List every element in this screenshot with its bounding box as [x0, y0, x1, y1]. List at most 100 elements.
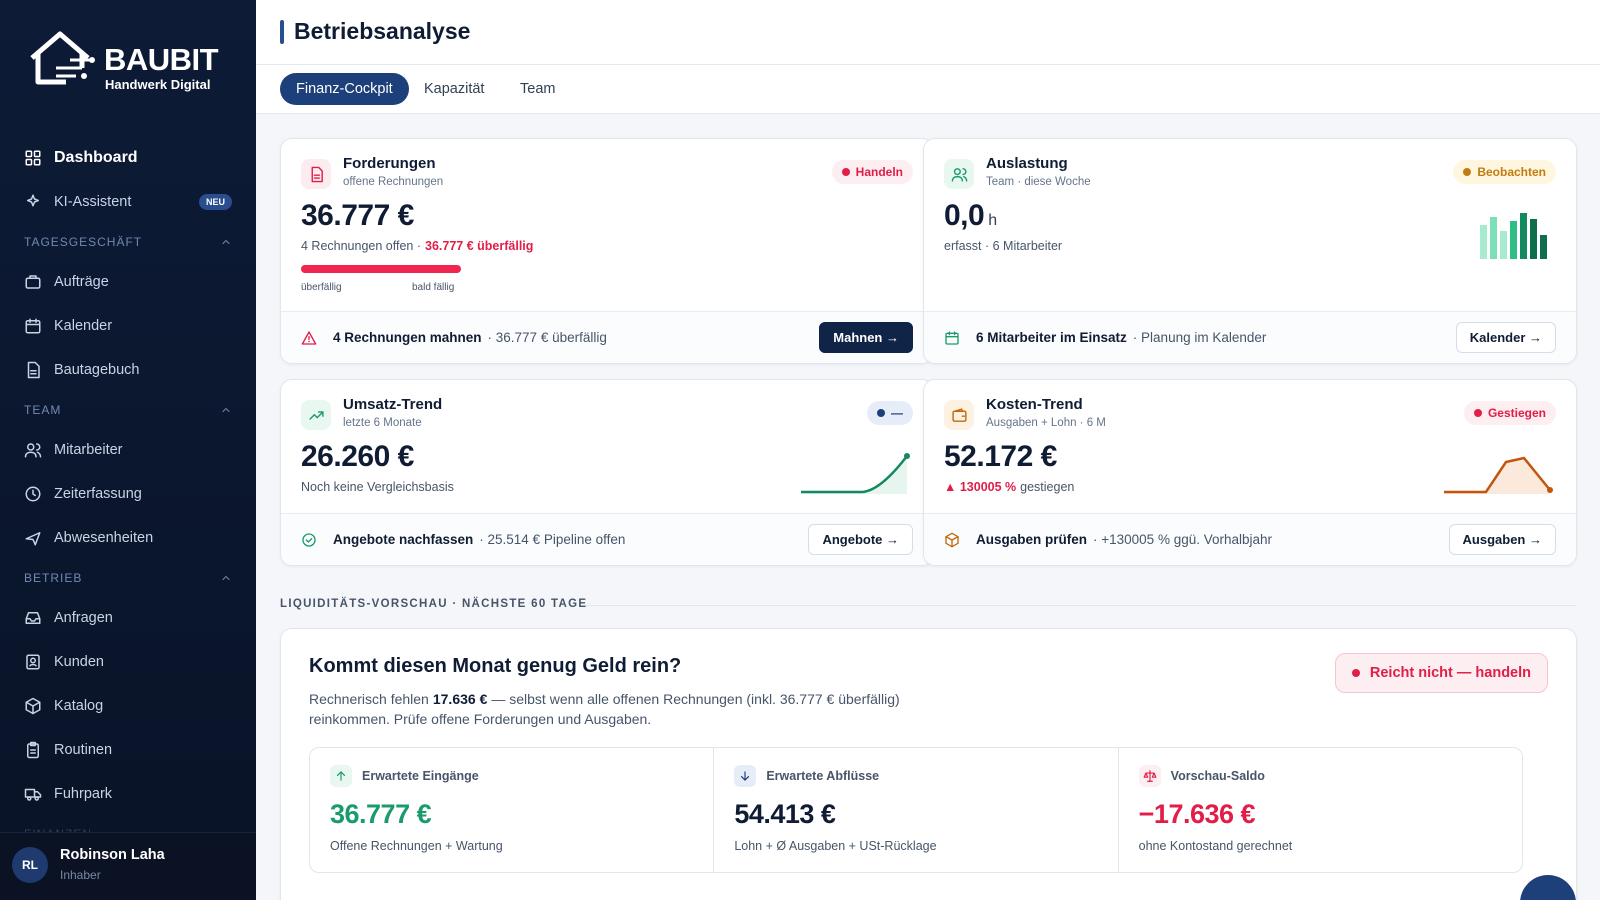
liquidity-text: Rechnerisch fehlen 17.636 € — selbst wenn … — [309, 689, 924, 729]
icon-part — [89, 57, 95, 63]
icon-part — [25, 612, 41, 624]
progress-bar — [301, 265, 461, 273]
nav-label: Routinen — [54, 742, 113, 758]
nav-icon — [24, 361, 42, 379]
icon-part — [801, 455, 908, 494]
card-value: 0,0 h — [944, 199, 997, 233]
metric-icon — [734, 765, 757, 787]
action-button[interactable]: Kalender → — [1455, 322, 1556, 353]
action: Ausgaben prüfen — [976, 532, 1088, 547]
nav-label: Mitarbeiter — [54, 442, 123, 458]
amount: 17.636 € — [432, 691, 488, 707]
nav-item[interactable]: Kalender — [0, 304, 256, 348]
page-heading: Betriebsanalyse — [294, 18, 471, 44]
icon-part — [29, 663, 37, 667]
navigation: Dashboard KI-Assistent NEU TAGESGESCHÄFT Auf… — [0, 136, 256, 852]
status-dot — [1351, 669, 1360, 677]
icon-part — [945, 330, 959, 345]
nav-item[interactable]: Anfragen — [0, 596, 256, 640]
tab[interactable]: Kapazität — [424, 81, 485, 97]
icon-part — [24, 443, 42, 458]
action-button[interactable]: Angebote → — [808, 524, 913, 555]
icon-part — [25, 150, 41, 166]
section-title[interactable]: BETRIEB — [0, 560, 256, 596]
icon-part — [34, 796, 39, 801]
header-accent — [280, 20, 284, 44]
card-title: Auslastung — [986, 155, 1068, 172]
icon-part — [25, 320, 41, 334]
status: Beobachten — [1477, 165, 1546, 179]
icon-part — [1480, 225, 1487, 259]
tab-bar: Finanz-Cockpit Kapazität Team — [256, 65, 1600, 114]
icon-part — [27, 361, 40, 379]
tab[interactable]: Finanz-Cockpit — [280, 73, 409, 105]
icon-part — [904, 453, 910, 459]
icon-part — [1490, 217, 1497, 259]
card-icon — [301, 159, 331, 189]
metric-label: Vorschau-Saldo — [1170, 769, 1265, 783]
icon-part — [953, 407, 965, 417]
nav-item[interactable]: KI-Assistent NEU — [0, 180, 256, 224]
note-text: gestiegen — [1020, 480, 1075, 494]
nav-item[interactable]: Fuhrpark — [0, 772, 256, 816]
section-title[interactable]: TAGESGESCHÄFT — [0, 224, 256, 260]
icon-part — [222, 408, 230, 412]
user-role: Inhaber — [60, 868, 101, 882]
section-title[interactable]: TEAM — [0, 392, 256, 428]
icon-part — [33, 158, 41, 166]
text: — selbst wenn alle offenen Rechnungen (i… — [309, 691, 900, 727]
nav-item[interactable]: Aufträge — [0, 260, 256, 304]
icon-part — [30, 741, 36, 754]
icon-part — [313, 174, 320, 179]
card-subtitle: Ausgaben + Lohn · 6 M — [986, 417, 1106, 429]
icon-part — [27, 361, 40, 379]
nav-item[interactable]: Routinen — [0, 728, 256, 772]
icon-part — [945, 330, 959, 337]
value: 0,0 — [944, 199, 985, 232]
nav-icon — [24, 273, 42, 291]
nav-icon — [24, 529, 42, 547]
kpi-card: Kosten-Trend Ausgaben + Lohn · 6 M Gestieg… — [923, 379, 1577, 566]
nav-item[interactable]: Dashboard — [0, 136, 256, 180]
icon-part — [25, 701, 41, 715]
icon-part — [25, 618, 41, 622]
nav-icon — [24, 609, 42, 627]
action-button[interactable]: Mahnen → — [819, 322, 913, 353]
icon-part — [1510, 221, 1517, 259]
note-text: Noch keine Vergleichsbasis — [301, 480, 454, 494]
nav-icon — [24, 149, 42, 167]
icon-part — [945, 332, 959, 345]
action-note: · +130005 % ggü. Vorhalbjahr — [1093, 532, 1273, 547]
tab[interactable]: Team — [520, 81, 556, 97]
nav-item[interactable]: Abwesenheiten — [0, 516, 256, 560]
nav-item[interactable]: Bautagebuch — [0, 348, 256, 392]
status-pill: Handeln — [831, 160, 913, 184]
metric-icon — [1138, 765, 1161, 787]
metric-note: Lohn + Ø Ausgaben + USt-Rücklage — [734, 839, 937, 853]
note-text: erfasst · 6 Mitarbeiter — [944, 239, 1063, 253]
footer-icon — [944, 532, 970, 548]
main: Betriebsanalyse Finanz-Cockpit Kapazität T… — [256, 0, 1600, 900]
icon-part — [301, 330, 317, 345]
icon-part — [25, 275, 41, 289]
card-value: 36.777 € — [301, 199, 414, 233]
card-note: erfasst · 6 Mitarbeiter — [944, 239, 1062, 253]
kpi-card: Auslastung Team · diese Woche Beobachten 0,… — [923, 138, 1577, 364]
nav-item[interactable]: Mitarbeiter — [0, 428, 256, 472]
metric-note: ohne Kontostand gerechnet — [1138, 839, 1293, 853]
sparkline — [1444, 450, 1554, 501]
status: Gestiegen — [1487, 406, 1546, 420]
metric-icon — [330, 765, 352, 787]
metric: Erwartete Abflüsse 54.413 € Lohn + Ø Ausga… — [714, 748, 1119, 872]
nav-item[interactable]: Katalog — [0, 684, 256, 728]
action-button[interactable]: Ausgaben → — [1448, 524, 1556, 555]
icon-part — [945, 535, 959, 547]
icon-part — [25, 150, 33, 158]
nav-item[interactable]: Zeiterfassung — [0, 472, 256, 516]
nav-label: KI-Assistent — [54, 194, 132, 210]
nav-item[interactable]: Kunden — [0, 640, 256, 684]
user-panel[interactable]: RL Robinson Laha Inhaber — [0, 832, 256, 900]
nav-label: Kunden — [54, 654, 104, 670]
icon-part — [1540, 235, 1547, 259]
icon-part — [25, 318, 41, 326]
